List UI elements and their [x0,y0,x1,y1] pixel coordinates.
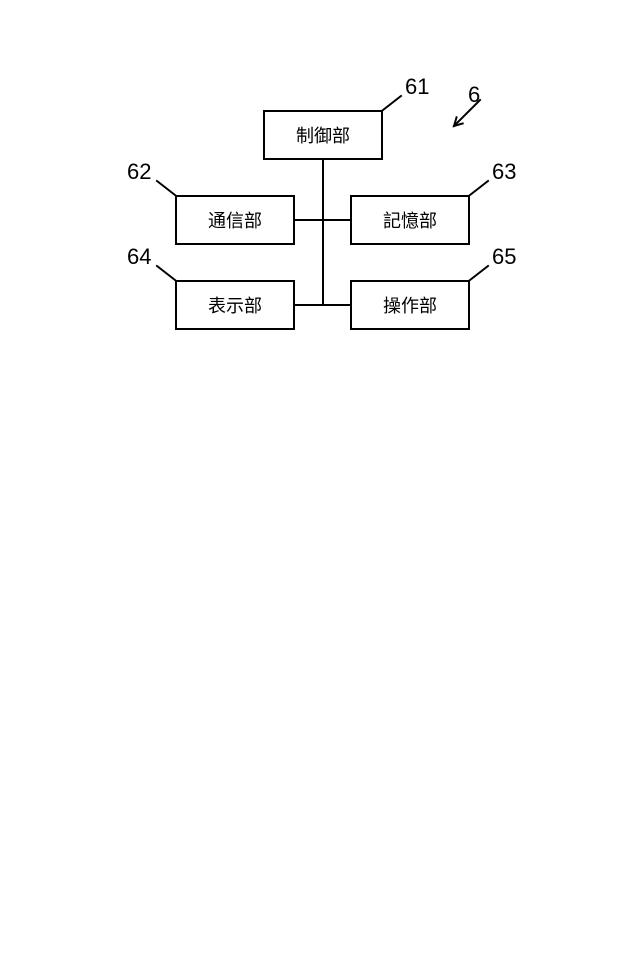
ref-65: 65 [492,244,516,270]
ref-64: 64 [127,244,151,270]
ref-62: 62 [127,159,151,185]
diagram-stage: 制御部 61 通信部 62 記憶部 63 表示部 64 操作部 65 6 [0,0,640,964]
node-n65: 操作部 [350,280,470,330]
node-n64: 表示部 [175,280,295,330]
node-label: 通信部 [208,207,262,233]
node-label: 操作部 [383,292,437,318]
node-n63: 記憶部 [350,195,470,245]
ref-6: 6 [468,82,480,108]
node-label: 表示部 [208,292,262,318]
node-n62: 通信部 [175,195,295,245]
node-n61: 制御部 [263,110,383,160]
node-label: 制御部 [296,122,350,148]
ref-63: 63 [492,159,516,185]
ref-61: 61 [405,74,429,100]
node-label: 記憶部 [383,207,437,233]
